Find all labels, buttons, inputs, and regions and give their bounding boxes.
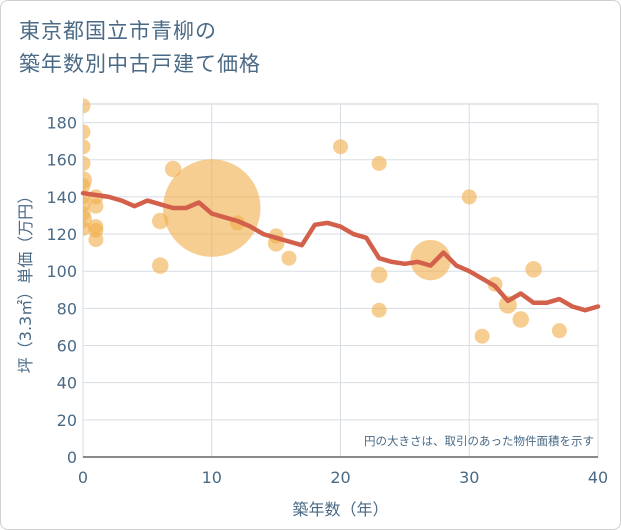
y-tick-label: 80 — [57, 299, 77, 318]
bubble-point — [371, 302, 387, 318]
y-tick-label: 160 — [46, 151, 77, 170]
bubble-point — [83, 220, 91, 236]
bubble-point — [88, 198, 104, 214]
trend-line — [80, 190, 601, 313]
y-tick-label: 140 — [46, 188, 77, 207]
bubble-point — [83, 98, 91, 114]
x-tick-label: 30 — [459, 468, 479, 487]
bubble-point — [83, 155, 91, 171]
bubble-point — [88, 232, 104, 248]
size-annotation: 円の大きさは、取引のあった物件面積を示す — [364, 434, 594, 448]
chart-title: 東京都国立市青柳の 築年数別中古戸建て価格 — [19, 15, 261, 81]
bubble-point — [474, 328, 490, 344]
x-tick-label: 40 — [588, 468, 608, 487]
bubble-point — [83, 124, 91, 140]
axis-ticks: 0 20 40 60 80 100 120 140 160 180 0 10 20 30 40 — [46, 114, 608, 487]
x-tick-label: 20 — [330, 468, 350, 487]
bubble-point — [512, 311, 529, 328]
x-tick-label: 10 — [202, 468, 222, 487]
bubble-point — [410, 239, 451, 281]
bubble-point — [83, 178, 91, 194]
bubble-point — [525, 261, 542, 278]
y-tick-label: 100 — [46, 262, 77, 281]
bubble-point — [370, 266, 388, 284]
bubble-point — [83, 139, 91, 155]
y-tick-label: 60 — [57, 337, 77, 356]
bubble-point — [333, 139, 348, 155]
bubble-point — [281, 250, 297, 266]
bubble-series — [83, 98, 567, 344]
bubble-point — [371, 155, 387, 171]
bubble-point — [461, 189, 477, 205]
x-axis-label: 築年数（年） — [292, 500, 388, 519]
bubble-point — [164, 160, 182, 178]
bubble-point — [152, 257, 169, 274]
y-axis-label: 坪（3.3㎡）単価（万円） — [16, 188, 35, 373]
chart-title-line-2: 築年数別中古戸建て価格 — [19, 52, 261, 76]
y-tick-label: 0 — [67, 448, 77, 467]
chart-title-line-1: 東京都国立市青柳の — [19, 19, 217, 43]
y-tick-label: 40 — [57, 374, 77, 393]
bubble-point — [163, 159, 261, 257]
y-tick-label: 180 — [46, 114, 77, 133]
bubble-point — [551, 323, 567, 339]
y-tick-label: 120 — [46, 225, 77, 244]
y-tick-label: 20 — [57, 411, 77, 430]
x-tick-label: 0 — [78, 468, 88, 487]
